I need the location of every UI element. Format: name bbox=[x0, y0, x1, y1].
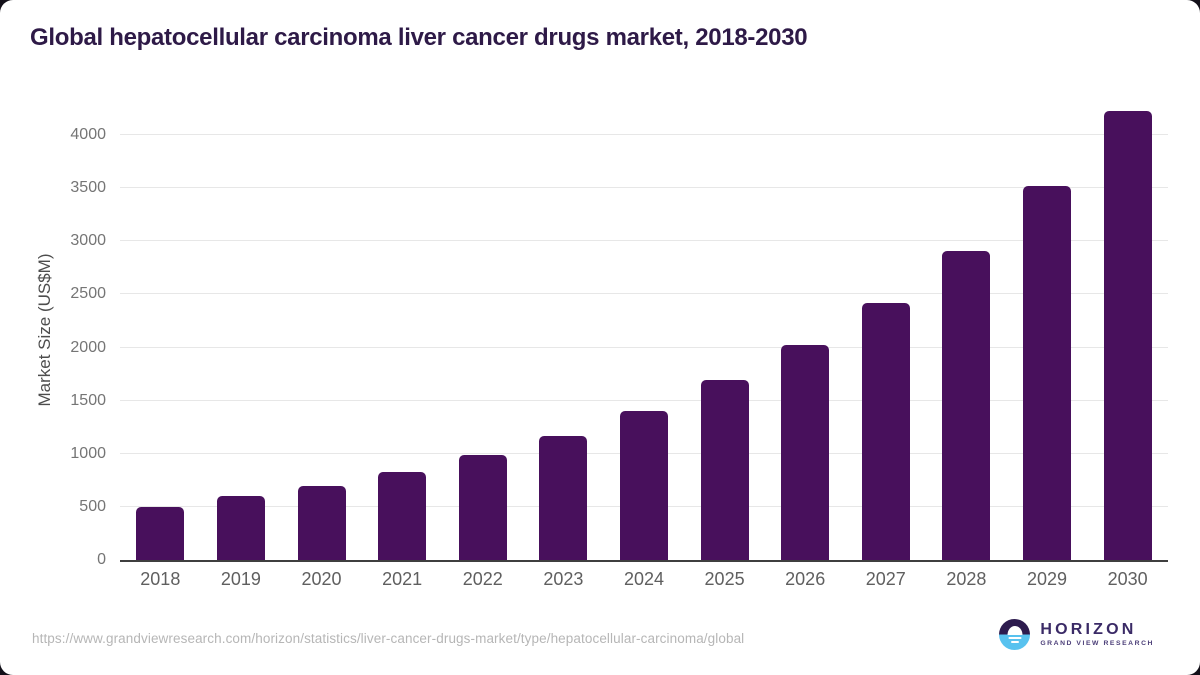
gridline-2000 bbox=[120, 346, 1168, 348]
bar-slot-2026 bbox=[765, 100, 846, 560]
bar-2023 bbox=[539, 435, 588, 560]
sun-reflection-line bbox=[1010, 640, 1019, 643]
bar-2022 bbox=[458, 454, 507, 560]
bar-2029 bbox=[1023, 186, 1071, 560]
y-tick-2000: 2000 bbox=[70, 338, 106, 356]
y-tick-3500: 3500 bbox=[70, 179, 106, 197]
bar-2028 bbox=[942, 250, 991, 560]
x-tick-2020: 2020 bbox=[301, 569, 342, 589]
bar-2030 bbox=[1103, 110, 1152, 560]
y-tick-1500: 1500 bbox=[70, 391, 106, 409]
gridline-4000 bbox=[120, 134, 1168, 136]
x-tick-2028: 2028 bbox=[946, 569, 987, 589]
x-tick-2023: 2023 bbox=[543, 569, 584, 589]
bar-2019 bbox=[216, 496, 265, 560]
bar-slot-2020 bbox=[281, 100, 362, 560]
bar-2020 bbox=[297, 485, 346, 560]
gridline-3500 bbox=[120, 187, 1168, 189]
horizon-logo: HORIZON GRAND VIEW RESEARCH bbox=[999, 619, 1154, 650]
bar-slot-2030 bbox=[1087, 100, 1168, 560]
bar-2018 bbox=[136, 506, 185, 560]
y-tick-0: 0 bbox=[97, 551, 106, 568]
y-tick-2500: 2500 bbox=[70, 285, 106, 303]
sun-shape bbox=[1007, 625, 1023, 635]
bar-slot-2024 bbox=[604, 100, 685, 560]
gridline-3000 bbox=[120, 240, 1168, 242]
x-tick-2022: 2022 bbox=[462, 569, 503, 589]
bar-slot-2023 bbox=[523, 100, 604, 560]
sun-reflection-line bbox=[1008, 636, 1022, 639]
logo-text: HORIZON GRAND VIEW RESEARCH bbox=[1040, 620, 1154, 648]
gridline-2500 bbox=[120, 293, 1168, 295]
bar-slot-2027 bbox=[845, 100, 926, 560]
x-tick-2024: 2024 bbox=[623, 569, 664, 589]
y-tick-500: 500 bbox=[79, 497, 106, 515]
x-tick-2030: 2030 bbox=[1107, 569, 1148, 589]
x-tick-2019: 2019 bbox=[220, 569, 261, 589]
y-tick-3000: 3000 bbox=[70, 232, 106, 250]
bar-slot-2019 bbox=[201, 100, 282, 560]
gridline-1500 bbox=[120, 399, 1168, 401]
bar-slot-2029 bbox=[1007, 100, 1088, 560]
bar-2021 bbox=[378, 471, 427, 560]
x-axis-tick-labels: 2018 2019 2020 2021 2022 2023 2024 2025 2026 2027… bbox=[120, 569, 1168, 590]
horizon-sun-icon bbox=[999, 619, 1031, 650]
source-url: https://www.grandviewresearch.com/horizo… bbox=[32, 631, 745, 646]
y-tick-4000: 4000 bbox=[70, 126, 106, 144]
bar-2024 bbox=[619, 411, 668, 560]
bar-slot-2028 bbox=[926, 100, 1007, 560]
bar-2026 bbox=[781, 345, 830, 560]
x-tick-2026: 2026 bbox=[785, 569, 826, 589]
logo-tagline: GRAND VIEW RESEARCH bbox=[1040, 640, 1154, 648]
logo-brand: HORIZON bbox=[1040, 620, 1137, 638]
x-tick-2018: 2018 bbox=[140, 569, 181, 589]
bar-slot-2018 bbox=[120, 100, 201, 560]
bar-slot-2025 bbox=[684, 100, 765, 560]
x-tick-2025: 2025 bbox=[704, 569, 745, 589]
x-tick-2027: 2027 bbox=[865, 569, 906, 589]
plot-area: 0 500 1000 1500 2000 2500 3000 3500 4000 bbox=[70, 100, 1168, 568]
x-tick-2029: 2029 bbox=[1026, 569, 1068, 589]
y-tick-1000: 1000 bbox=[70, 444, 106, 462]
bar-slot-2021 bbox=[362, 100, 443, 560]
chart-title: Global hepatocellular carcinoma liver ca… bbox=[30, 24, 808, 51]
bar-slot-2022 bbox=[442, 100, 523, 560]
y-axis-title: Market Size (US$M) bbox=[35, 253, 54, 407]
bar-2025 bbox=[700, 380, 749, 560]
x-tick-2021: 2021 bbox=[382, 569, 423, 589]
bar-series bbox=[120, 100, 1168, 560]
bar-2027 bbox=[861, 302, 910, 560]
